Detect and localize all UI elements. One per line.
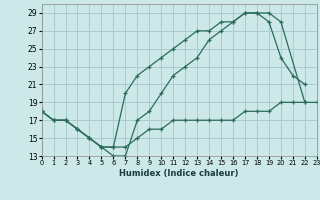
X-axis label: Humidex (Indice chaleur): Humidex (Indice chaleur) bbox=[119, 169, 239, 178]
